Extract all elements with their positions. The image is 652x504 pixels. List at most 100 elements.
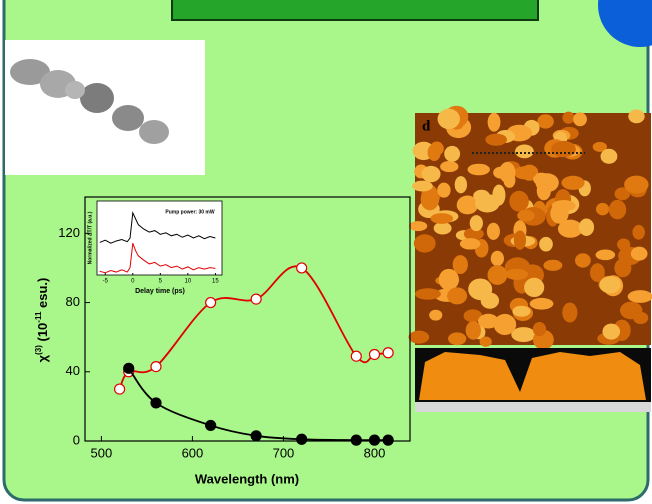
afm-grain	[437, 182, 451, 198]
afm-grain	[608, 199, 627, 220]
afm-grain	[505, 268, 528, 280]
afm-grain	[485, 133, 507, 146]
afm-grain	[595, 249, 616, 261]
afm-grain	[479, 336, 492, 347]
y-tick-label: 40	[66, 363, 80, 378]
afm-grain	[478, 313, 499, 329]
x-tick-label: 500	[91, 445, 113, 460]
x-tick-label: 10	[185, 279, 192, 285]
y-tick-label: 120	[58, 225, 80, 240]
afm-grain	[512, 305, 531, 317]
label-part: (10	[35, 323, 50, 345]
afm-grain	[630, 246, 648, 261]
data-point	[382, 347, 394, 359]
afm-grain	[633, 311, 649, 324]
inset-y-title: Normalized ΔT/T (a.u.)	[87, 211, 93, 264]
afm-grain	[469, 215, 483, 232]
particle	[139, 120, 169, 144]
particle	[10, 59, 50, 85]
data-point	[150, 397, 162, 409]
y-axis-title: χ(3) (10-11 esu.)	[34, 278, 50, 363]
label-part: esu.)	[35, 278, 50, 312]
data-point	[368, 434, 381, 446]
afm-grain	[551, 200, 576, 212]
data-point	[296, 433, 308, 445]
afm-grain	[513, 166, 537, 180]
afm-grain	[456, 195, 479, 215]
data-point	[296, 262, 308, 274]
afm-grain	[596, 202, 610, 216]
data-point	[368, 348, 381, 361]
afm-grain	[627, 290, 652, 303]
afm-grain	[575, 253, 591, 268]
data-point	[350, 350, 362, 362]
afm-grain	[602, 323, 621, 340]
afm-grain	[430, 213, 454, 224]
afm-grain	[599, 276, 621, 294]
inset-title: Pump power: 30 mW	[165, 209, 214, 215]
data-point	[250, 293, 262, 305]
title-banner	[171, 0, 539, 21]
afm-grain	[486, 222, 500, 240]
afm-grain	[438, 268, 459, 291]
afm-grain	[600, 148, 618, 164]
x-tick-label: 800	[364, 445, 386, 460]
afm-grain	[551, 140, 576, 158]
afm-grain	[515, 144, 534, 159]
afm-grain	[408, 330, 430, 344]
afm-grain	[511, 327, 536, 343]
afm-grain	[414, 288, 441, 300]
afm-grain	[448, 332, 467, 346]
x-tick-label: 600	[182, 445, 204, 460]
superscript: (3)	[34, 345, 43, 355]
afm-grain	[487, 265, 508, 285]
x-tick-label: -5	[103, 279, 109, 285]
superscript: -11	[34, 311, 43, 323]
afm-grain	[578, 218, 595, 236]
corner-circle	[598, 0, 652, 47]
afm-grain	[537, 114, 554, 129]
afm-grain	[467, 163, 490, 176]
afm-grain	[628, 109, 645, 124]
afm-grain	[517, 209, 535, 222]
particle	[80, 83, 114, 113]
afm-grain	[433, 221, 452, 235]
afm-grain	[429, 309, 443, 321]
series-line	[99, 211, 216, 244]
data-point	[150, 360, 162, 373]
afm-grain	[421, 165, 441, 183]
data-point	[113, 383, 126, 395]
profile-trace	[419, 352, 646, 400]
inset-x-title: Delay time (ps)	[135, 288, 185, 295]
x-tick-label: 0	[131, 279, 135, 285]
afm-grain	[624, 175, 649, 194]
afm-grain	[614, 187, 631, 201]
series-line	[99, 243, 216, 274]
afm-grain	[412, 180, 433, 192]
afm-grain	[543, 259, 563, 271]
afm-grain	[465, 321, 481, 340]
afm-grain	[493, 166, 509, 179]
y-tick-label: 0	[73, 432, 80, 447]
afm-grain	[475, 194, 500, 213]
afm-grain	[529, 297, 554, 310]
x-tick-label: 15	[212, 279, 219, 285]
afm-grain	[493, 313, 517, 336]
plot-frame	[96, 200, 223, 276]
afm-grain	[535, 173, 559, 193]
afm-grain	[539, 236, 553, 252]
profile-image	[415, 348, 651, 412]
afm-grain	[592, 141, 607, 152]
tem-image	[5, 40, 205, 175]
x-tick-label: 5	[159, 279, 163, 285]
afm-grain	[632, 224, 645, 240]
afm-label: d	[422, 118, 431, 134]
afm-grain	[463, 227, 484, 241]
afm-grain	[487, 112, 501, 132]
afm-image	[408, 105, 652, 350]
afm-grain	[509, 190, 529, 212]
afm-grain	[614, 258, 632, 278]
afm-grain	[447, 287, 468, 305]
data-point	[350, 434, 362, 446]
